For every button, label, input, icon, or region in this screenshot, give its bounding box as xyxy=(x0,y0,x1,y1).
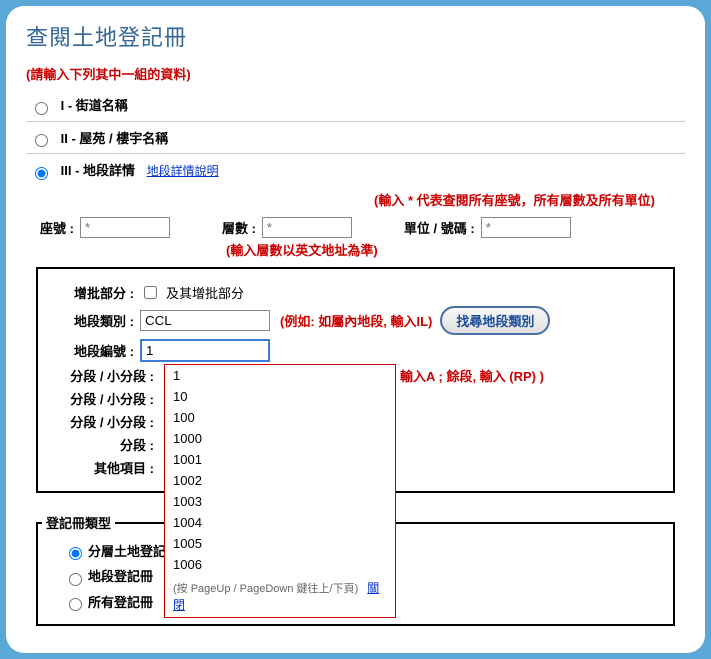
section-label-3: 分段 / 小分段 : xyxy=(50,412,160,431)
radio-all-register-label: 所有登記冊 xyxy=(88,595,153,610)
radio-street-label: I - 街道名稱 xyxy=(61,98,128,113)
option-row-2: II - 屋苑 / 樓宇名稱 xyxy=(26,122,685,155)
extension-line: 增批部分 : 及其增批部分 xyxy=(50,283,661,302)
option-row-3: III - 地段詳情 地段詳情說明 xyxy=(26,154,685,186)
radio-street[interactable] xyxy=(35,102,48,115)
dropdown-footer: (按 PageUp / PageDown 鍵往上/下頁) 關閉 xyxy=(165,575,395,617)
other-items-label: 其他項目 : xyxy=(50,458,160,477)
radio-building[interactable] xyxy=(35,134,48,147)
search-land-register-panel: 查閱土地登記冊 (請輸入下列其中一組的資料) I - 街道名稱 II - 屋苑 … xyxy=(6,6,705,653)
floor-input[interactable] xyxy=(262,217,352,238)
dropdown-item[interactable]: 1002 xyxy=(165,470,395,491)
extension-checkbox[interactable] xyxy=(144,286,157,299)
dropdown-item[interactable]: 100 xyxy=(165,407,395,428)
dropdown-paging-hint: (按 PageUp / PageDown 鍵往上/下頁) xyxy=(173,583,358,595)
hint-all-star: (輸入 * 代表查閱所有座號，所有層數及所有單位) xyxy=(26,190,685,209)
dropdown-item[interactable]: 10 xyxy=(165,386,395,407)
lot-type-input[interactable] xyxy=(140,310,270,331)
top-hint: (請輸入下列其中一組的資料) xyxy=(26,64,685,83)
lot-type-label: 地段類別 : xyxy=(50,311,140,330)
lot-no-label: 地段編號 : xyxy=(50,341,140,360)
extension-label: 增批部分 : xyxy=(50,283,140,302)
lot-no-autocomplete-dropdown: 1 10 100 1000 1001 1002 1003 1004 1005 1… xyxy=(164,364,396,618)
radio-lot[interactable] xyxy=(35,167,48,180)
radio-lot-register[interactable] xyxy=(69,573,82,586)
section-label-2: 分段 / 小分段 : xyxy=(50,389,160,408)
lot-no-input[interactable] xyxy=(140,339,270,362)
hint-floor-english: (輸入層數以英文地址為準) xyxy=(226,240,685,259)
radio-building-label: II - 屋苑 / 樓宇名稱 xyxy=(61,131,169,146)
block-label: 座號 : xyxy=(40,218,74,237)
page-title: 查閱土地登記冊 xyxy=(26,20,685,52)
register-type-legend: 登記冊類型 xyxy=(42,513,115,532)
lot-type-hint: (例如: 如屬內地段, 輸入IL) xyxy=(280,311,432,330)
radio-strata-register[interactable] xyxy=(69,547,82,560)
dropdown-item[interactable]: 1005 xyxy=(165,533,395,554)
radio-lot-label: III - 地段詳情 xyxy=(61,163,135,178)
find-lot-type-button[interactable]: 找尋地段類別 xyxy=(440,306,550,335)
radio-lot-register-label: 地段登記冊 xyxy=(88,569,153,584)
radio-all-register[interactable] xyxy=(69,598,82,611)
section-only-label: 分段 : xyxy=(50,435,160,454)
unit-input[interactable] xyxy=(481,217,571,238)
dropdown-item[interactable]: 1003 xyxy=(165,491,395,512)
floor-label: 層數 : xyxy=(222,218,256,237)
lot-details-help-link[interactable]: 地段詳情說明 xyxy=(147,164,219,178)
dropdown-item[interactable]: 1001 xyxy=(165,449,395,470)
dropdown-item[interactable]: 1006 xyxy=(165,554,395,575)
dropdown-item[interactable]: 1 xyxy=(165,365,395,386)
block-floor-unit-row: 座號 : 層數 : 單位 / 號碼 : xyxy=(40,217,685,238)
section-label-1: 分段 / 小分段 : xyxy=(50,366,160,385)
rp-hint: 輸入A ; 餘段, 輸入 (RP) ) xyxy=(400,366,544,385)
lot-no-line: 地段編號 : xyxy=(50,339,661,362)
dropdown-item[interactable]: 1004 xyxy=(165,512,395,533)
block-input[interactable] xyxy=(80,217,170,238)
dropdown-item[interactable]: 1000 xyxy=(165,428,395,449)
option-row-1: I - 街道名稱 xyxy=(26,89,685,122)
lot-type-line: 地段類別 : (例如: 如屬內地段, 輸入IL) 找尋地段類別 xyxy=(50,306,661,335)
unit-label: 單位 / 號碼 : xyxy=(404,218,475,237)
extension-cbx-label: 及其增批部分 xyxy=(166,283,244,302)
